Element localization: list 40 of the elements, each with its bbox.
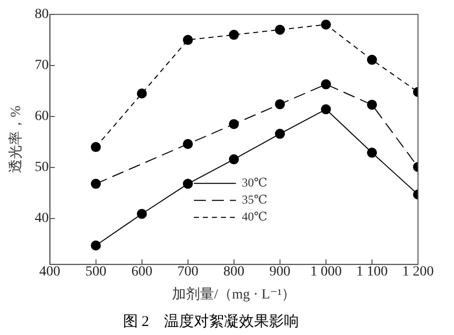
point [366, 100, 377, 110]
x-tick-label: 600 [131, 264, 152, 280]
legend-label: 30℃ [242, 176, 268, 190]
point [228, 154, 239, 164]
point [274, 128, 285, 139]
x-tick-label: 1 100 [356, 264, 388, 280]
point [320, 79, 331, 90]
point [136, 88, 147, 98]
x-tick-label: 900 [269, 264, 290, 280]
legend-label: 40℃ [242, 210, 268, 224]
point [274, 24, 285, 35]
point [366, 54, 377, 65]
point [320, 104, 331, 114]
point [182, 138, 193, 149]
point [366, 148, 377, 158]
x-axis-title: 加剂量/（mg · L⁻¹） [172, 286, 296, 302]
legend-label: 35℃ [242, 192, 268, 207]
point [182, 34, 193, 45]
point [90, 178, 101, 189]
x-tick-label: 800 [223, 264, 244, 280]
y-tick-label: 80 [34, 7, 49, 22]
y-tick-label: 70 [34, 58, 49, 74]
point [90, 142, 101, 152]
y-axis-title: 透光率，% [8, 105, 24, 174]
point [320, 20, 331, 30]
point [228, 119, 239, 130]
y-tick-label: 50 [34, 160, 49, 176]
y-tick-label: 40 [34, 211, 49, 226]
point [136, 208, 147, 219]
point [182, 178, 193, 189]
y-tick-label: 60 [34, 109, 49, 124]
point [90, 240, 101, 251]
x-tick-label: 700 [177, 264, 198, 280]
text: 图 2 温度对絮凝效果影响 [122, 312, 300, 330]
x-tick-label: 1 200 [402, 264, 434, 280]
point [274, 99, 285, 110]
x-tick-label: 500 [85, 264, 106, 280]
point [228, 30, 239, 40]
x-tick-label: 400 [39, 264, 60, 280]
x-tick-label: 1 000 [310, 264, 342, 280]
